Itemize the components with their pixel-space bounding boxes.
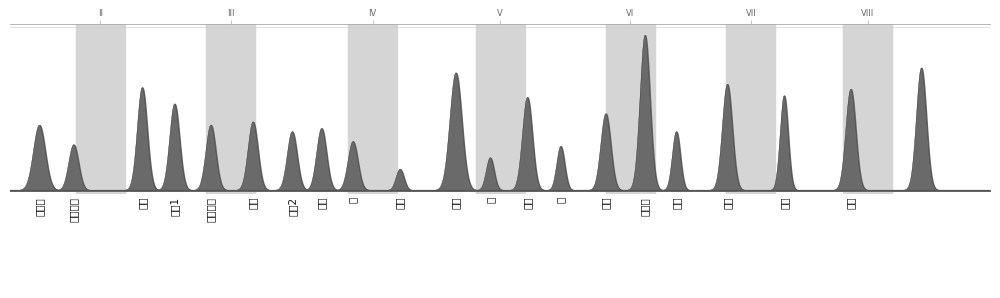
Bar: [606, 24, 655, 194]
Bar: [843, 24, 892, 194]
Text: 大豆: 大豆: [522, 197, 532, 209]
Text: 开心果: 开心果: [34, 197, 44, 216]
Bar: [726, 24, 775, 194]
Text: 花生: 花生: [601, 197, 611, 209]
Text: 牛奶: 牛奶: [395, 197, 405, 209]
Text: 芒质1: 芒质1: [170, 197, 180, 216]
Text: 夏威夯果: 夏威夯果: [206, 197, 216, 222]
Text: 巴西坚果: 巴西坚果: [69, 197, 79, 222]
Text: 荆花杠: 荆花杠: [640, 197, 650, 216]
Text: 芹果: 芹果: [137, 197, 147, 209]
Text: 鸡蛋: 鸡蛋: [248, 197, 258, 209]
Bar: [348, 24, 397, 194]
Text: 芝麻: 芝麻: [317, 197, 327, 209]
Text: 腾果: 腾果: [722, 197, 732, 209]
Bar: [76, 24, 125, 194]
Text: 奴仁: 奴仁: [779, 197, 789, 209]
Text: 鱼: 鱼: [556, 197, 566, 203]
Text: 桃子: 桃子: [451, 197, 461, 209]
Bar: [476, 24, 524, 194]
Text: 芒质2: 芒质2: [287, 197, 297, 216]
Text: 茶本: 茶本: [846, 197, 856, 209]
Text: 螺: 螺: [348, 197, 358, 203]
Text: 核桃: 核桃: [671, 197, 681, 209]
Bar: [206, 24, 255, 194]
Text: 折: 折: [485, 197, 495, 203]
